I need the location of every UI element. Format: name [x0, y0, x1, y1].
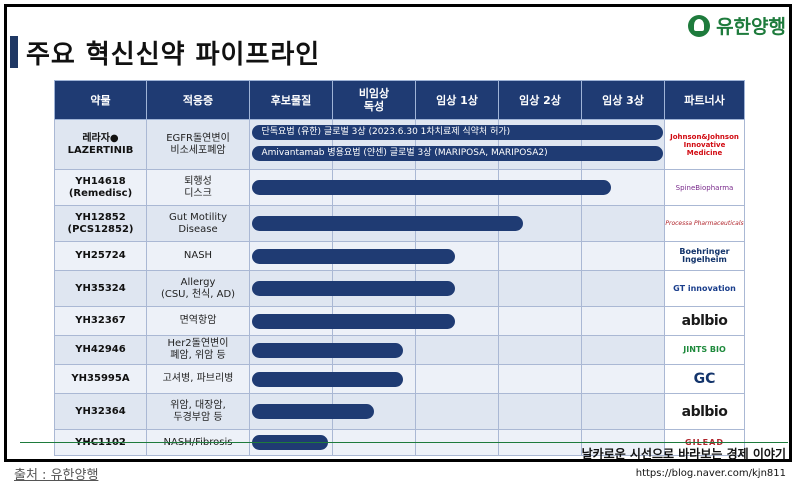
stage-cell [581, 205, 665, 242]
drug-name: YH14618 (Remedisc) [54, 169, 147, 206]
table-row: 레라자● LAZERTINIB EGFR돌연변이 비소세포폐암 Johnson&Jo… [54, 119, 745, 170]
stage-cell [498, 335, 582, 365]
stage-cell [498, 205, 582, 242]
indication: 위암, 대장암, 두경부암 등 [146, 393, 250, 430]
pipeline-table: 약물 적응증 후보물질 비임상 독성 임상 1상 임상 2상 임상 3상 파트너… [54, 80, 745, 456]
stage-cell [498, 270, 582, 307]
logo-name: 유한양행 [716, 16, 786, 38]
stage-cell [415, 335, 499, 365]
page-title: 주요 혁신신약 파이프라인 [26, 40, 321, 70]
stage-cell [581, 393, 665, 430]
stage-cell [415, 393, 499, 430]
company-logo: 유한양행 [688, 12, 786, 39]
footer-divider [20, 442, 788, 443]
indication: 퇴행성 디스크 [146, 169, 250, 206]
progress-bar [251, 248, 455, 264]
drug-name: YH32364 [54, 393, 147, 430]
table-row: YH25724 NASH Boehringer Ingelheim [54, 241, 745, 271]
indication: Gut Motility Disease [146, 205, 250, 242]
partner-name: Processa Pharmaceuticals [665, 219, 744, 227]
partner-name: SpineBiopharma [675, 183, 734, 192]
progress-bar [251, 281, 455, 296]
header-row: 약물 적응증 후보물질 비임상 독성 임상 1상 임상 2상 임상 3상 파트너… [54, 80, 745, 120]
blog-url[interactable]: https://blog.naver.com/kjn811 [635, 468, 786, 479]
progress-bar [251, 313, 455, 329]
stage-cell [581, 364, 665, 394]
partner-logo: Processa Pharmaceuticals [664, 205, 745, 242]
stage-cell [581, 306, 665, 336]
partner-name: JINTS BIO [683, 345, 726, 354]
drug-name: YH25724 [54, 241, 147, 271]
partner-logo: ablbio [664, 393, 745, 430]
partner-logo: SpineBiopharma [664, 169, 745, 206]
partner-name: Johnson&Johnson Innovative Medicine [670, 132, 739, 157]
indication: NASH [146, 241, 250, 271]
header-candidate: 후보물질 [249, 80, 333, 120]
partner-logo: Johnson&Johnson Innovative Medicine [664, 119, 745, 170]
stage-cell [581, 335, 665, 365]
source-note: 출처 : 유한양행 [14, 468, 99, 483]
indication: 면역항암 [146, 306, 250, 336]
partner-logo: ablbio [664, 306, 745, 336]
partner-name: GT innovation [673, 283, 736, 293]
stage-cell [415, 306, 499, 336]
drug-name: YH35324 [54, 270, 147, 307]
title-accent-bar [10, 36, 18, 68]
table-row: YH42946 Her2돌연변이 폐암, 위암 등 JINTS BIO [54, 335, 745, 365]
stage-cell [581, 270, 665, 307]
header-drug: 약물 [54, 80, 147, 120]
progress-bar [251, 180, 611, 195]
drug-name: YH42946 [54, 335, 147, 365]
stage-cell [498, 306, 582, 336]
partner-name: ablbio [681, 403, 728, 420]
indication: Her2돌연변이 폐암, 위암 등 [146, 335, 250, 365]
drug-name: YH35995A [54, 364, 147, 394]
header-partner: 파트너사 [664, 80, 745, 120]
indication: 고셔병, 파브리병 [146, 364, 250, 394]
stage-cell [498, 364, 582, 394]
indication: Allergy (CSU, 천식, AD) [146, 270, 250, 307]
stage-cell [415, 364, 499, 394]
header-phase1: 임상 1상 [415, 80, 499, 120]
indication: EGFR돌연변이 비소세포폐암 [146, 119, 250, 170]
header-phase2: 임상 2상 [498, 80, 582, 120]
header-phase3: 임상 3상 [581, 80, 665, 120]
stage-cell [581, 241, 665, 271]
table-row: YH32364 위암, 대장암, 두경부암 등 ablbio [54, 393, 745, 430]
blog-title: 날카로운 시선으로 바라보는 경제 이야기 [581, 447, 786, 461]
drug-name: YH32367 [54, 306, 147, 336]
drug-name: 레라자● LAZERTINIB [54, 119, 147, 170]
progress-bar [251, 216, 524, 231]
partner-logo: Boehringer Ingelheim [664, 241, 745, 271]
stage-cell [498, 393, 582, 430]
partner-name: GC [693, 371, 716, 387]
partner-logo: GT innovation [664, 270, 745, 307]
table-row: YH32367 면역항암 ablbio [54, 306, 745, 336]
progress-bar: Amivantamab 병용요법 (얀센) 글로벌 3상 (MARIPOSA, … [251, 145, 663, 161]
yuhan-logo-icon [688, 14, 711, 37]
progress-bar [251, 371, 404, 387]
progress-bar [251, 404, 375, 419]
partner-logo: JINTS BIO [664, 335, 745, 365]
header-indication: 적응증 [146, 80, 250, 120]
progress-bar: 단독요법 (유한) 글로벌 3상 (2023.6.30 1차치료제 식약처 허가… [251, 124, 663, 140]
table-row: YH35324 Allergy (CSU, 천식, AD) GT innovatio… [54, 270, 745, 307]
header-preclinical: 비임상 독성 [332, 80, 416, 120]
partner-name: ablbio [681, 313, 728, 329]
partner-name: Boehringer Ingelheim [679, 247, 730, 264]
drug-name: YH12852 (PCS12852) [54, 205, 147, 242]
stage-cell [498, 241, 582, 271]
stage-cell [581, 169, 665, 206]
progress-bar [251, 342, 404, 358]
partner-logo: GC [664, 364, 745, 394]
